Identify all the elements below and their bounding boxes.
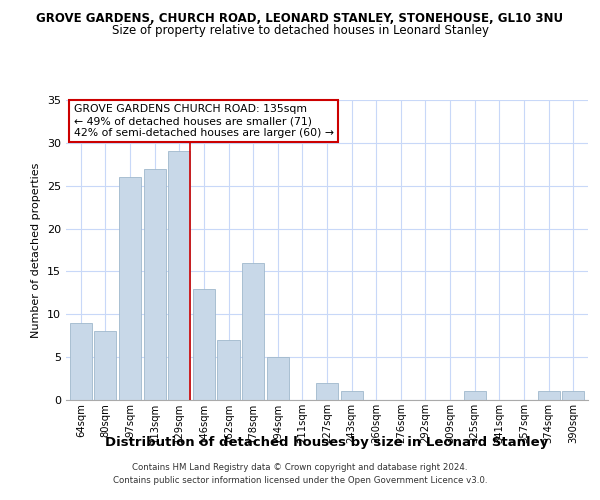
Bar	[70, 323, 92, 400]
Bar	[193, 288, 215, 400]
Bar	[266, 357, 289, 400]
Text: Distribution of detached houses by size in Leonard Stanley: Distribution of detached houses by size …	[106, 436, 548, 449]
Bar	[168, 152, 190, 400]
Bar	[538, 392, 560, 400]
Text: Contains public sector information licensed under the Open Government Licence v3: Contains public sector information licen…	[113, 476, 487, 485]
Y-axis label: Number of detached properties: Number of detached properties	[31, 162, 41, 338]
Text: Size of property relative to detached houses in Leonard Stanley: Size of property relative to detached ho…	[112, 24, 488, 37]
Bar	[316, 383, 338, 400]
Bar	[143, 168, 166, 400]
Bar	[217, 340, 239, 400]
Bar	[242, 263, 264, 400]
Bar	[341, 392, 363, 400]
Bar	[119, 177, 141, 400]
Text: GROVE GARDENS, CHURCH ROAD, LEONARD STANLEY, STONEHOUSE, GL10 3NU: GROVE GARDENS, CHURCH ROAD, LEONARD STAN…	[37, 12, 563, 26]
Text: GROVE GARDENS CHURCH ROAD: 135sqm
← 49% of detached houses are smaller (71)
42% : GROVE GARDENS CHURCH ROAD: 135sqm ← 49% …	[74, 104, 334, 138]
Text: Contains HM Land Registry data © Crown copyright and database right 2024.: Contains HM Land Registry data © Crown c…	[132, 464, 468, 472]
Bar	[94, 332, 116, 400]
Bar	[464, 392, 486, 400]
Bar	[562, 392, 584, 400]
